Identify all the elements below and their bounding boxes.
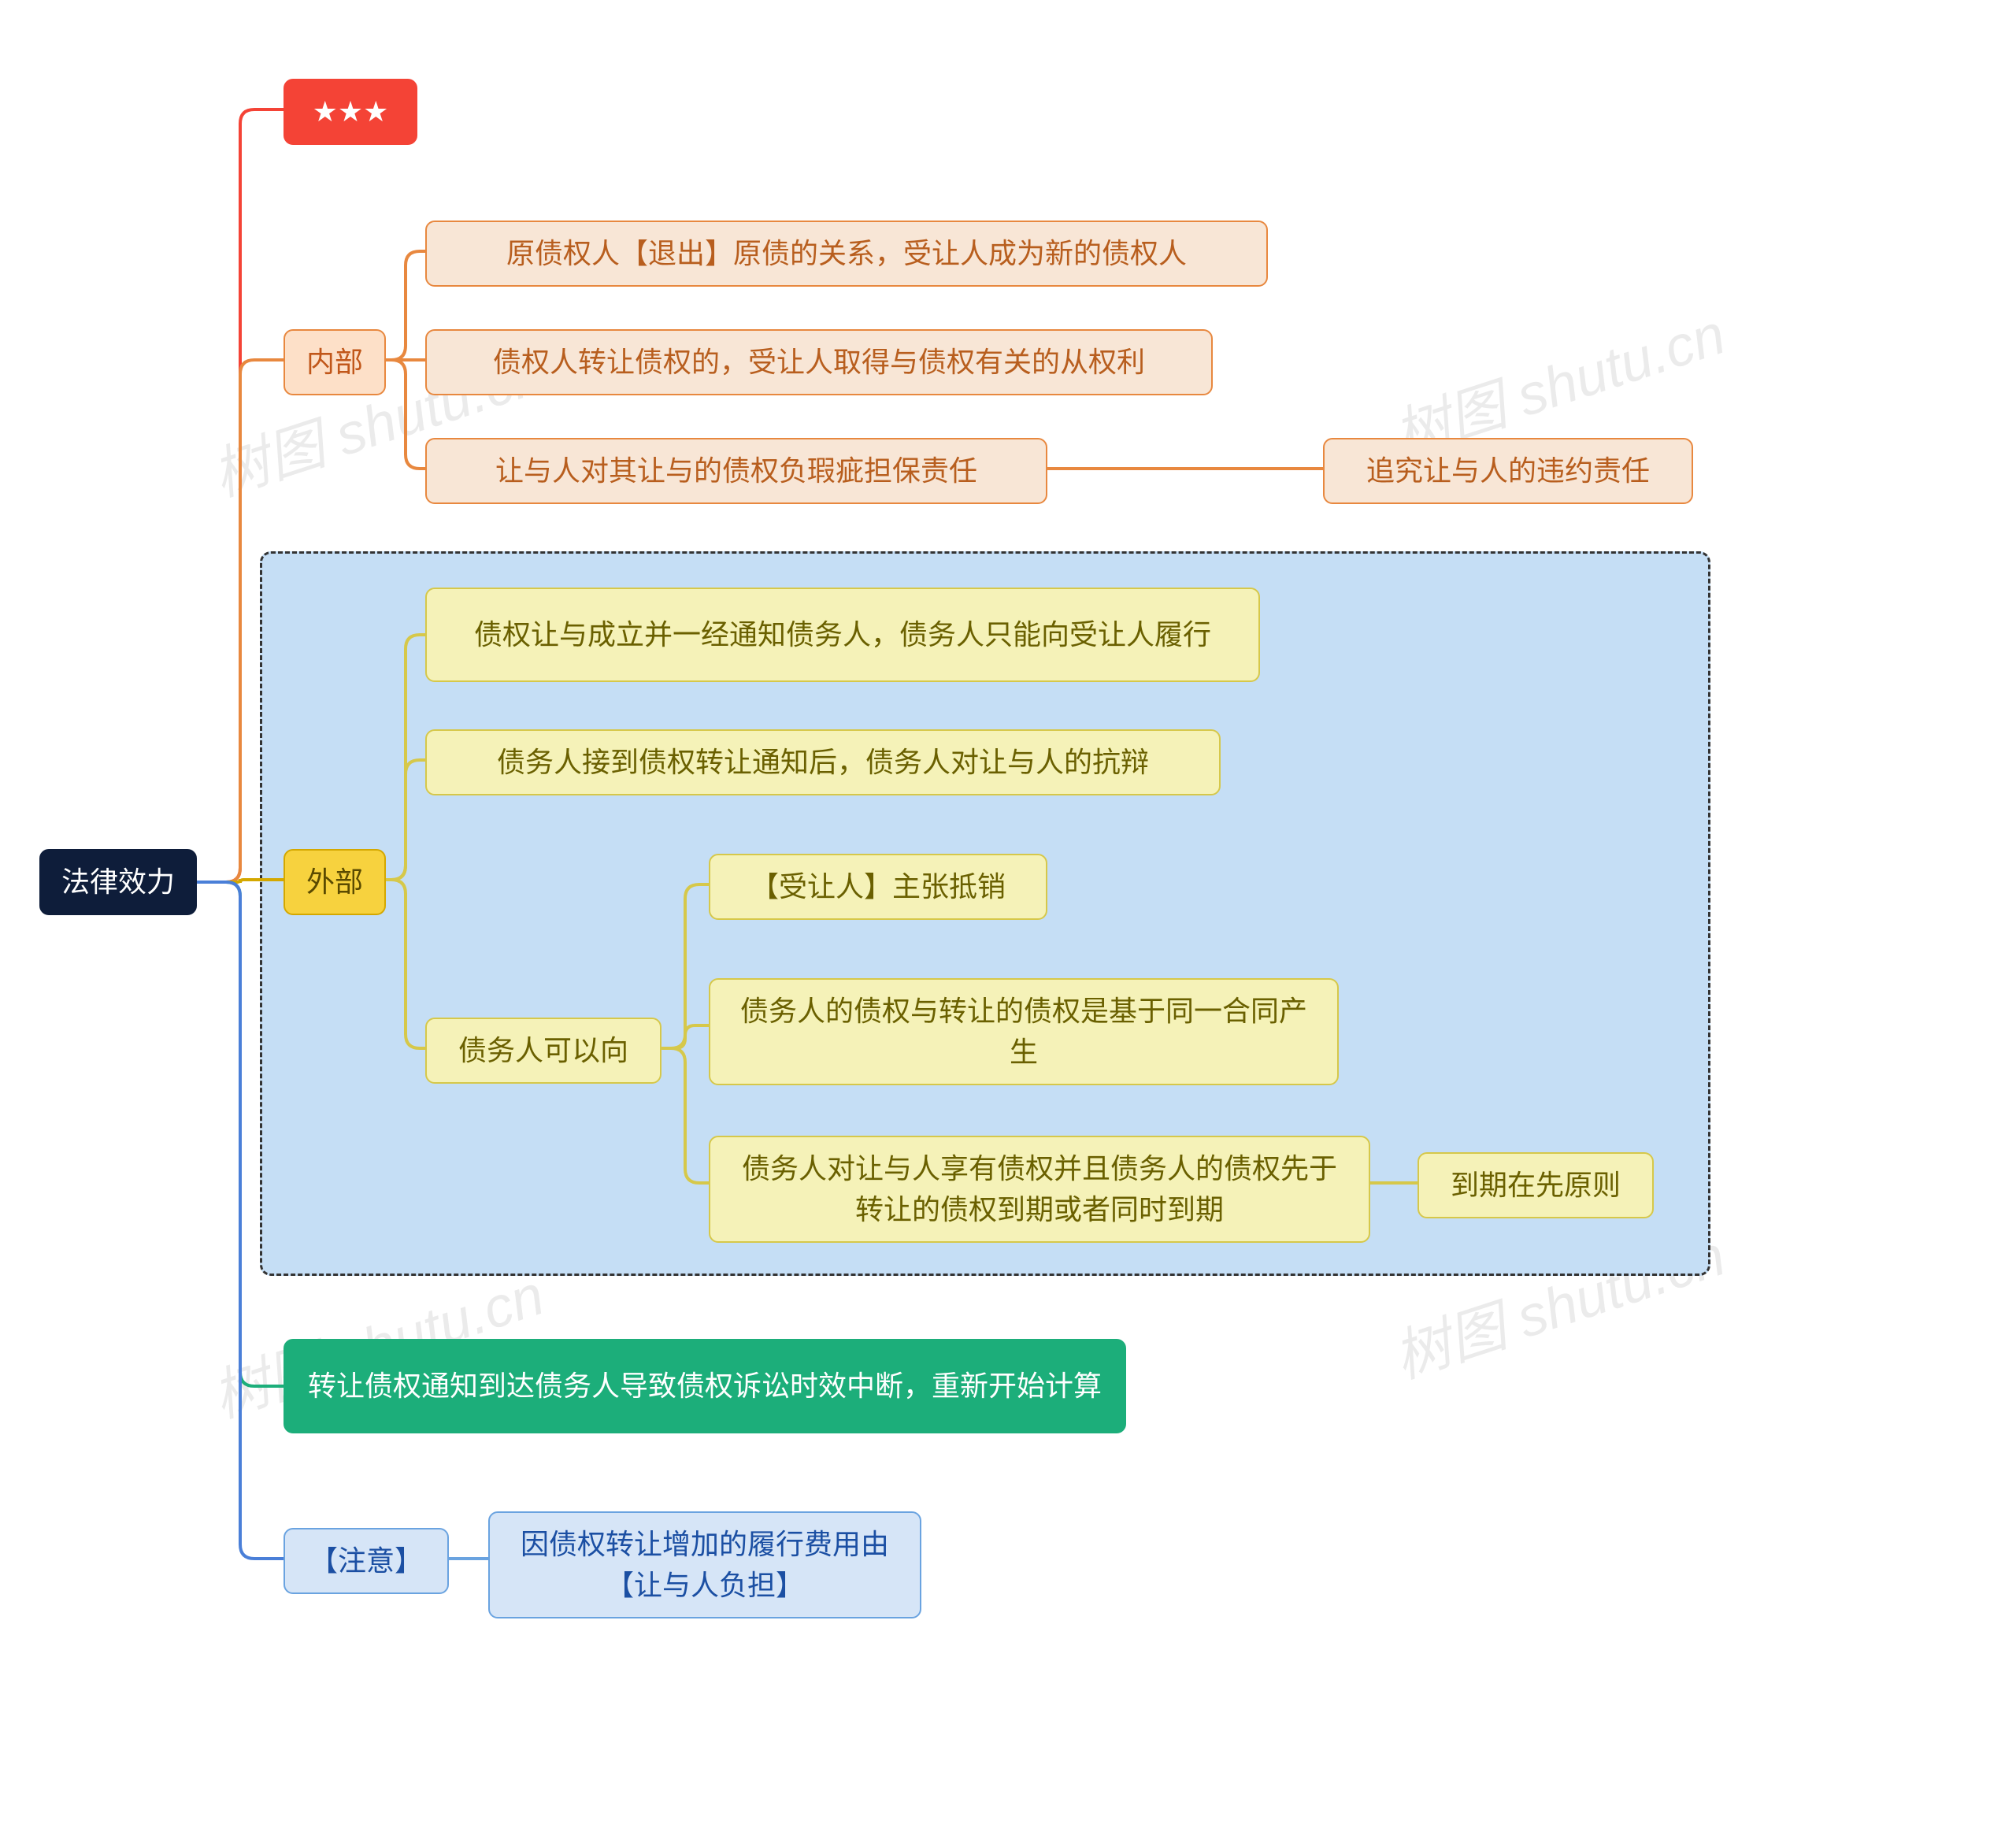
mindmap-canvas: 树图 shutu.cn 树图 shutu.cn 树图 shutu.cn 树图 s…	[0, 0, 2016, 1839]
internal-child-3-sub[interactable]: 追究让与人的违约责任	[1323, 438, 1693, 504]
external-child-1[interactable]: 债权让与成立并一经通知债务人，债务人只能向受让人履行	[425, 588, 1260, 682]
green-node[interactable]: 转让债权通知到达债务人导致债权诉讼时效中断，重新开始计算	[284, 1339, 1126, 1433]
notice-node[interactable]: 【注意】	[284, 1528, 449, 1594]
external-child-3-a[interactable]: 【受让人】主张抵销	[709, 854, 1047, 920]
external-child-2[interactable]: 债务人接到债权转让通知后，债务人对让与人的抗辩	[425, 729, 1221, 795]
internal-node[interactable]: 内部	[284, 329, 386, 395]
root-node[interactable]: 法律效力	[39, 849, 197, 915]
external-child-3-c-sub[interactable]: 到期在先原则	[1418, 1152, 1654, 1218]
external-child-3-c[interactable]: 债务人对让与人享有债权并且债务人的债权先于转让的债权到期或者同时到期	[709, 1136, 1370, 1243]
internal-child-3[interactable]: 让与人对其让与的债权负瑕疵担保责任	[425, 438, 1047, 504]
stars-node[interactable]: ★★★	[284, 79, 417, 145]
internal-child-1[interactable]: 原债权人【退出】原债的关系，受让人成为新的债权人	[425, 221, 1268, 287]
internal-child-2[interactable]: 债权人转让债权的，受让人取得与债权有关的从权利	[425, 329, 1213, 395]
external-child-3-b[interactable]: 债务人的债权与转让的债权是基于同一合同产生	[709, 978, 1339, 1085]
external-node[interactable]: 外部	[284, 849, 386, 915]
notice-child-1[interactable]: 因债权转让增加的履行费用由【让与人负担】	[488, 1511, 921, 1618]
external-child-3[interactable]: 债务人可以向	[425, 1018, 662, 1084]
